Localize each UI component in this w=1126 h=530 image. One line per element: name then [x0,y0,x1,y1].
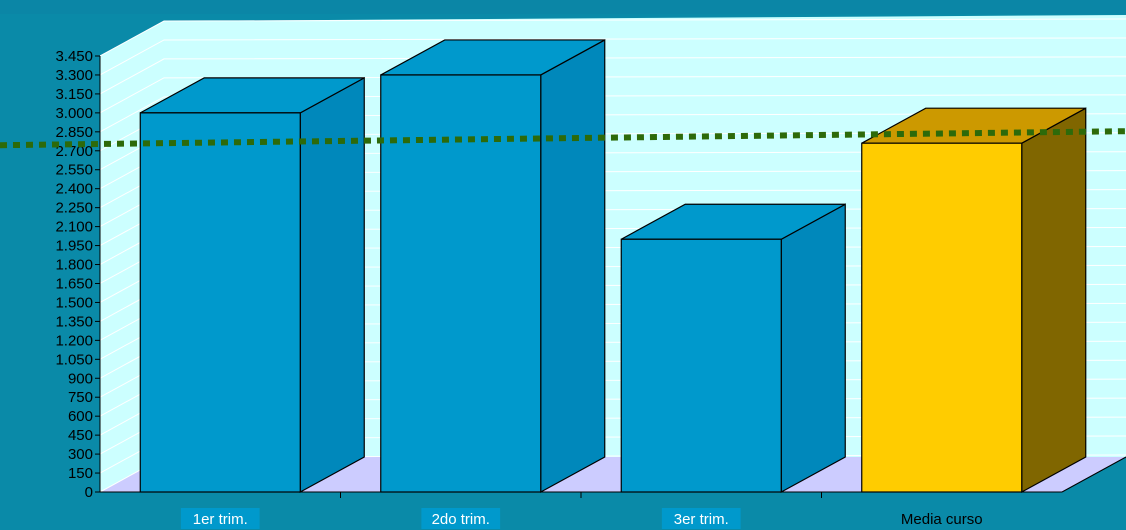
y-tick-label: 750 [68,389,93,406]
bar [139,112,301,493]
bar-side [1021,107,1087,494]
y-tick-label: 0 [85,484,93,501]
y-tick-label: 1.200 [55,332,93,349]
y-tick-label: 2.850 [55,124,93,141]
x-axis-depth [1061,456,1126,493]
top-band [0,0,1126,14]
y-tick-label: 150 [68,465,93,482]
y-tick-label: 3.150 [55,86,93,103]
y-tick-label: 1.800 [55,257,93,274]
y-tick-label: 1.950 [55,238,93,255]
y-tick-label: 1.050 [55,351,93,368]
y-tick-label: 1.350 [55,313,93,330]
x-label-highlight [661,508,741,529]
y-tick-label: 2.550 [55,162,93,179]
bars [139,38,1087,494]
bar [861,142,1023,493]
x-label-highlight [180,508,260,529]
y-tick-labels: 0 150 300 450 600 750 900 1.050 1.200 1.350 1.500 1… [55,48,100,501]
plot-area: 0 150 300 450 600 750 900 1.050 1.200 1.350 1.500 1… [0,15,1126,529]
y-tick-label: 2.700 [55,143,93,160]
y-tick-label: 900 [68,370,93,387]
bar [380,74,542,493]
y-tick-label: 600 [68,408,93,425]
x-tick-label: Media curso [901,511,983,528]
y-tick-label: 2.250 [55,200,93,217]
x-tick-label: 3er trim. [674,511,729,528]
y-tick-label: 1.650 [55,275,93,292]
gridline [99,56,1126,95]
y-tick-label: 3.000 [55,105,93,122]
gridline [99,37,1126,76]
x-tick-label: 1er trim. [193,511,248,528]
bar-side [540,38,606,494]
y-tick-label: 2.100 [55,219,93,236]
bar-group [620,203,846,494]
bar-group [861,107,1087,494]
y-tick-label: 3.300 [55,67,93,84]
bar [620,238,782,493]
y-tick-label: 2.400 [55,181,93,198]
y-tick-label: 300 [68,446,93,463]
gridline [99,94,1126,133]
y-tick-label: 1.500 [55,294,93,311]
y-tick-label: 450 [68,427,93,444]
bar-group [139,76,365,494]
x-tick-label: 2do trim. [432,511,490,528]
gridline [99,75,1126,114]
gridline [99,18,1126,57]
bar-group [380,38,606,494]
y-tick-label: 3.450 [55,48,93,65]
reference-line [0,128,1126,149]
bar-side [780,203,846,494]
x-label-highlight [421,508,501,529]
